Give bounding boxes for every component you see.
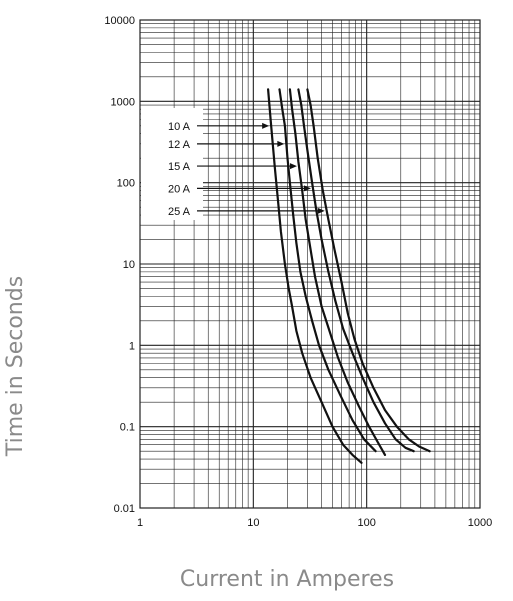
y-tick-label: 100 — [117, 178, 135, 190]
callout-arrowhead — [277, 140, 285, 147]
y-axis-title: Time in Seconds — [3, 276, 28, 457]
y-tick-label: 0.1 — [120, 422, 135, 434]
callout-label: 10 A — [168, 121, 191, 133]
curves — [267, 88, 431, 464]
x-tick-label: 100 — [357, 517, 375, 529]
y-tick-label: 10000 — [104, 15, 135, 27]
curve-10a — [267, 88, 363, 464]
plot-frame — [139, 19, 481, 509]
callout-arrowhead — [262, 122, 270, 129]
callout-box — [141, 108, 203, 220]
grid-lines — [140, 20, 480, 508]
series-callouts: 10 A 12 A 15 A 20 A 25 A — [168, 121, 325, 218]
y-tick-label: 1 — [129, 340, 135, 352]
y-tick-label: 1000 — [111, 96, 135, 108]
x-tick-label: 10 — [247, 517, 259, 529]
callout-label: 12 A — [168, 139, 191, 151]
curve-15a — [288, 88, 387, 456]
callout-arrowhead — [289, 163, 297, 170]
callout-label: 20 A — [168, 183, 191, 195]
x-axis-title: Current in Amperes — [180, 567, 394, 592]
y-tick-label: 0.01 — [114, 503, 135, 515]
callout-label: 25 A — [168, 206, 191, 218]
curve-25a — [306, 88, 431, 453]
x-tick-label: 1000 — [468, 517, 492, 529]
callout-arrowhead — [303, 185, 311, 192]
curve-12a — [278, 88, 377, 453]
curve-20a — [297, 88, 415, 453]
y-tick-label: 10 — [123, 259, 135, 271]
callout-label: 15 A — [168, 161, 191, 173]
x-tick-label: 1 — [137, 517, 143, 529]
callout-arrowhead — [317, 207, 325, 214]
tick-labels: 1 10 100 1000 0.01 0.1 1 10 100 1000 10000 — [104, 15, 492, 529]
